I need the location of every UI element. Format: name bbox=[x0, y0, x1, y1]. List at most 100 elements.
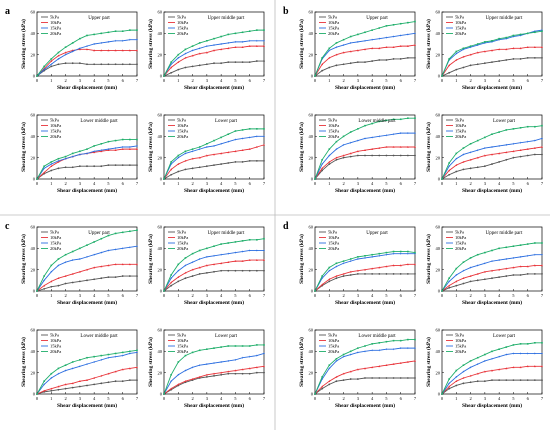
data-point-20kPa bbox=[484, 353, 486, 356]
data-point-20kPa bbox=[64, 155, 67, 158]
y-tick-label: 20 bbox=[309, 267, 314, 272]
data-point-15kPa bbox=[469, 151, 472, 154]
panel-d-1: 0 1 2 3 4 5 6 7 0 20 40 60 Shear displacement (mm) Sh… bbox=[298, 225, 417, 306]
data-point-5kPa bbox=[170, 173, 173, 176]
data-point-15kPa bbox=[220, 361, 223, 363]
data-point-10kPa bbox=[328, 278, 331, 281]
data-point-10kPa bbox=[469, 53, 472, 56]
data-point-15kPa bbox=[392, 35, 395, 38]
data-point-15kPa bbox=[541, 352, 543, 355]
data-point-5kPa bbox=[198, 64, 201, 67]
data-point-20kPa bbox=[36, 393, 38, 395]
data-point-5kPa bbox=[406, 377, 409, 379]
legend-entry-15kPa: 15kPa bbox=[455, 344, 466, 349]
data-point-15kPa bbox=[114, 147, 117, 149]
data-point-15kPa bbox=[57, 372, 60, 375]
data-point-20kPa bbox=[43, 275, 45, 277]
data-point-5kPa bbox=[321, 169, 324, 172]
data-point-10kPa bbox=[491, 269, 493, 272]
data-point-20kPa bbox=[198, 249, 201, 252]
data-point-15kPa bbox=[136, 351, 138, 354]
data-point-15kPa bbox=[121, 146, 124, 148]
data-point-5kPa bbox=[392, 273, 395, 275]
data-point-20kPa bbox=[43, 165, 45, 167]
data-point-15kPa bbox=[378, 135, 381, 138]
data-point-5kPa bbox=[399, 154, 402, 157]
x-tick-label: 5 bbox=[385, 181, 388, 186]
data-point-15kPa bbox=[505, 258, 508, 260]
legend-entry-5kPa: 5kPa bbox=[50, 118, 59, 123]
data-point-20kPa bbox=[314, 178, 316, 180]
data-point-5kPa bbox=[448, 173, 451, 176]
x-tick-label: 6 bbox=[400, 181, 403, 186]
data-point-5kPa bbox=[533, 379, 536, 382]
x-tick-label: 0 bbox=[36, 293, 39, 298]
data-point-15kPa bbox=[469, 366, 472, 369]
y-tick-label: 20 bbox=[158, 370, 163, 375]
x-tick-label: 4 bbox=[371, 181, 374, 186]
data-point-15kPa bbox=[86, 45, 88, 48]
data-point-5kPa bbox=[198, 273, 201, 275]
data-point-5kPa bbox=[136, 275, 138, 277]
data-point-10kPa bbox=[505, 267, 508, 270]
x-tick-label: 6 bbox=[400, 293, 403, 298]
x-tick-label: 6 bbox=[527, 293, 530, 298]
data-point-15kPa bbox=[328, 367, 331, 370]
x-tick-label: 5 bbox=[385, 396, 388, 401]
data-point-5kPa bbox=[114, 276, 117, 279]
y-axis-label: Shearing stress (kPa) bbox=[147, 337, 154, 387]
data-point-10kPa bbox=[78, 48, 81, 51]
legend-entry-20kPa: 20kPa bbox=[177, 246, 188, 251]
data-point-5kPa bbox=[356, 273, 359, 275]
legend-entry-10kPa: 10kPa bbox=[455, 235, 466, 240]
data-point-10kPa bbox=[519, 149, 522, 151]
legend-entry-10kPa: 10kPa bbox=[455, 20, 466, 25]
data-point-10kPa bbox=[64, 383, 67, 386]
series-line-15kPa bbox=[314, 253, 415, 292]
y-tick-label: 40 bbox=[436, 246, 441, 251]
legend-entry-15kPa: 15kPa bbox=[177, 26, 188, 31]
y-tick-label: 60 bbox=[436, 328, 441, 333]
legend-entry-5kPa: 5kPa bbox=[328, 118, 337, 123]
y-tick-label: 0 bbox=[438, 177, 441, 182]
x-tick-label: 2 bbox=[64, 78, 66, 83]
data-point-20kPa bbox=[50, 264, 53, 267]
data-point-5kPa bbox=[491, 277, 493, 280]
data-point-20kPa bbox=[50, 58, 53, 60]
data-point-5kPa bbox=[114, 380, 117, 383]
data-point-10kPa bbox=[328, 56, 331, 59]
data-point-15kPa bbox=[136, 145, 138, 147]
x-tick-label: 4 bbox=[220, 293, 223, 298]
data-point-20kPa bbox=[541, 124, 543, 127]
data-point-15kPa bbox=[512, 352, 515, 355]
data-point-5kPa bbox=[505, 379, 508, 382]
data-point-5kPa bbox=[198, 166, 201, 169]
data-point-20kPa bbox=[86, 356, 88, 359]
data-point-20kPa bbox=[93, 33, 95, 36]
x-tick-label: 7 bbox=[136, 396, 139, 401]
x-tick-label: 0 bbox=[163, 293, 166, 298]
x-tick-label: 3 bbox=[357, 181, 360, 186]
data-point-20kPa bbox=[498, 37, 500, 40]
data-point-20kPa bbox=[378, 27, 381, 29]
data-point-10kPa bbox=[114, 263, 117, 266]
panel-title: Upper middle part bbox=[486, 16, 523, 21]
y-axis-label: Shearing stress (kPa) bbox=[298, 122, 305, 172]
data-point-10kPa bbox=[533, 146, 536, 149]
data-point-10kPa bbox=[328, 380, 331, 382]
series-line-20kPa bbox=[36, 29, 137, 77]
data-point-5kPa bbox=[255, 159, 258, 162]
data-point-20kPa bbox=[177, 361, 180, 363]
series-line-20kPa bbox=[36, 349, 138, 395]
data-point-10kPa bbox=[399, 45, 402, 47]
legend-entry-5kPa: 5kPa bbox=[177, 118, 186, 123]
data-point-5kPa bbox=[476, 166, 479, 169]
data-point-10kPa bbox=[462, 277, 465, 279]
data-point-10kPa bbox=[205, 373, 208, 376]
legend-entry-20kPa: 20kPa bbox=[177, 134, 188, 139]
data-point-20kPa bbox=[184, 150, 187, 153]
data-point-10kPa bbox=[371, 47, 374, 50]
data-point-20kPa bbox=[519, 127, 522, 129]
data-point-15kPa bbox=[241, 250, 244, 253]
data-point-20kPa bbox=[71, 361, 74, 363]
